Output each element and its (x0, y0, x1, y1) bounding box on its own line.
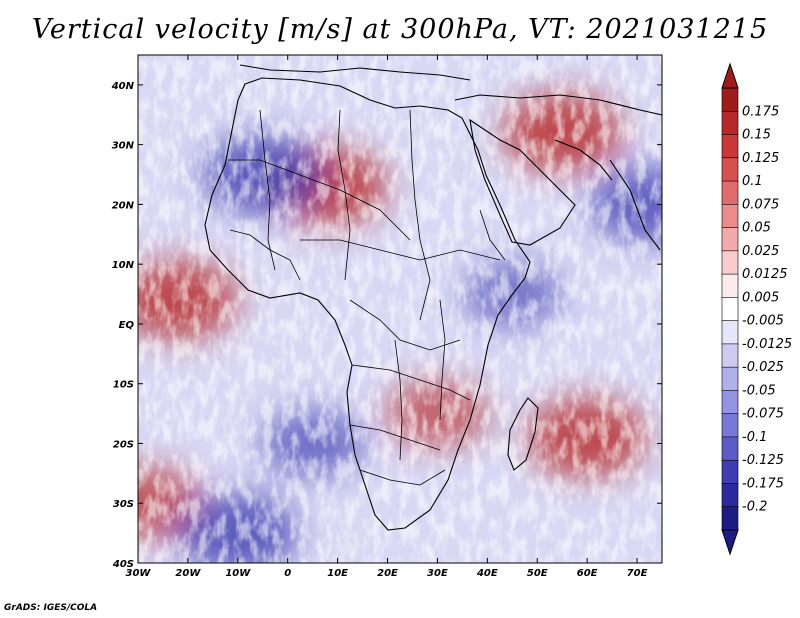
longitude-labels: 30W 20W 10W 0 10E 20E 30E 40E 50E 60E 70E (126, 568, 648, 579)
colorbar-swatch (721, 227, 739, 252)
colorbar-label: 0.005 (742, 290, 779, 305)
colorbar-max-triangle (721, 62, 739, 89)
colorbar-swatch (721, 87, 739, 112)
colorbar-swatch (721, 320, 739, 345)
colorbar-swatch (721, 157, 739, 182)
colorbar-min-triangle (721, 529, 739, 556)
lat-tick-label: 20N (112, 200, 135, 211)
colorbar-label: 0.1 (742, 174, 763, 189)
colorbar-swatch (721, 390, 739, 415)
colorbar-label: -0.0125 (742, 337, 792, 352)
colorbar-swatch (721, 180, 739, 206)
lon-tick-label: 30E (427, 568, 448, 579)
colorbar-label: -0.2 (742, 500, 767, 515)
colorbar-label: 0.0125 (742, 267, 788, 282)
colorbar-swatch (721, 459, 739, 485)
latitude-labels: 40S 30S 20S 10S EQ 10N 20N 30N 40N (111, 81, 135, 570)
colorbar-swatch (721, 250, 739, 275)
lat-tick-label: 40N (111, 81, 135, 92)
colorbar-label: 0.05 (742, 221, 771, 236)
africa-coastline (204, 77, 531, 531)
colorbar-label: -0.05 (742, 383, 776, 398)
arabia-coastline (469, 118, 576, 246)
madagascar-coastline (507, 397, 539, 471)
map-title: Vertical velocity [m/s] at 300hPa, VT: 2… (31, 14, 769, 45)
lat-tick-label: EQ (119, 320, 135, 331)
colorbar-swatch (721, 506, 739, 531)
colorbar-swatch (721, 204, 739, 229)
colorbar-label: 0.15 (742, 128, 771, 143)
lat-tick-label: 10S (113, 380, 134, 391)
europe-coastline (239, 64, 471, 81)
colorbar-swatch (721, 343, 739, 368)
lat-tick-label: 40S (112, 559, 134, 570)
lon-tick-label: 70E (627, 568, 648, 579)
colorbar-swatch (721, 273, 739, 299)
colorbar-label: 0.075 (742, 197, 779, 212)
axis-ticks (137, 55, 662, 564)
colorbar: 0.175 0.15 0.125 0.1 0.075 0.05 0.025 0.0125 0.0… (721, 62, 792, 556)
lon-tick-label: 10E (327, 568, 348, 579)
india-coastline (609, 159, 661, 251)
colorbar-swatch (721, 297, 739, 322)
colorbar-swatch (721, 134, 739, 159)
gulf-coastline (554, 139, 613, 181)
lon-tick-label: 40E (476, 568, 498, 579)
colorbar-label: -0.175 (742, 476, 784, 491)
colorbar-label: -0.075 (742, 407, 784, 422)
lat-tick-label: 30S (113, 499, 134, 510)
lon-tick-label: 60E (577, 568, 598, 579)
colorbar-label: -0.005 (742, 314, 784, 329)
lon-tick-label: 10W (225, 568, 251, 579)
colorbar-label: 0.025 (742, 244, 779, 259)
colorbar-swatch (721, 436, 739, 461)
lon-tick-label: 0 (284, 568, 291, 579)
colorbar-swatch (721, 483, 739, 508)
colorbar-label: 0.175 (742, 104, 779, 119)
plot-frame (137, 54, 663, 564)
colorbar-swatch (721, 413, 739, 438)
footer-credit: GrADS: IGES/COLA (4, 603, 98, 613)
velocity-field (138, 55, 662, 563)
lon-tick-label: 20W (175, 568, 201, 579)
country-borders (228, 109, 506, 486)
colorbar-label: 0.125 (742, 151, 779, 166)
lat-tick-label: 20S (113, 439, 134, 450)
colorbar-label: -0.025 (742, 360, 784, 375)
colorbar-label: -0.125 (742, 453, 784, 468)
middle-east-coastline (454, 94, 662, 116)
colorbar-swatch (721, 366, 739, 392)
colorbar-label: -0.1 (742, 430, 767, 445)
lat-tick-label: 10N (112, 260, 135, 271)
lon-tick-label: 20E (377, 568, 398, 579)
lon-tick-label: 30W (126, 568, 152, 579)
lat-tick-label: 30N (112, 141, 135, 152)
colorbar-swatch (721, 110, 739, 136)
coastlines (204, 64, 662, 531)
lon-tick-label: 50E (527, 568, 548, 579)
